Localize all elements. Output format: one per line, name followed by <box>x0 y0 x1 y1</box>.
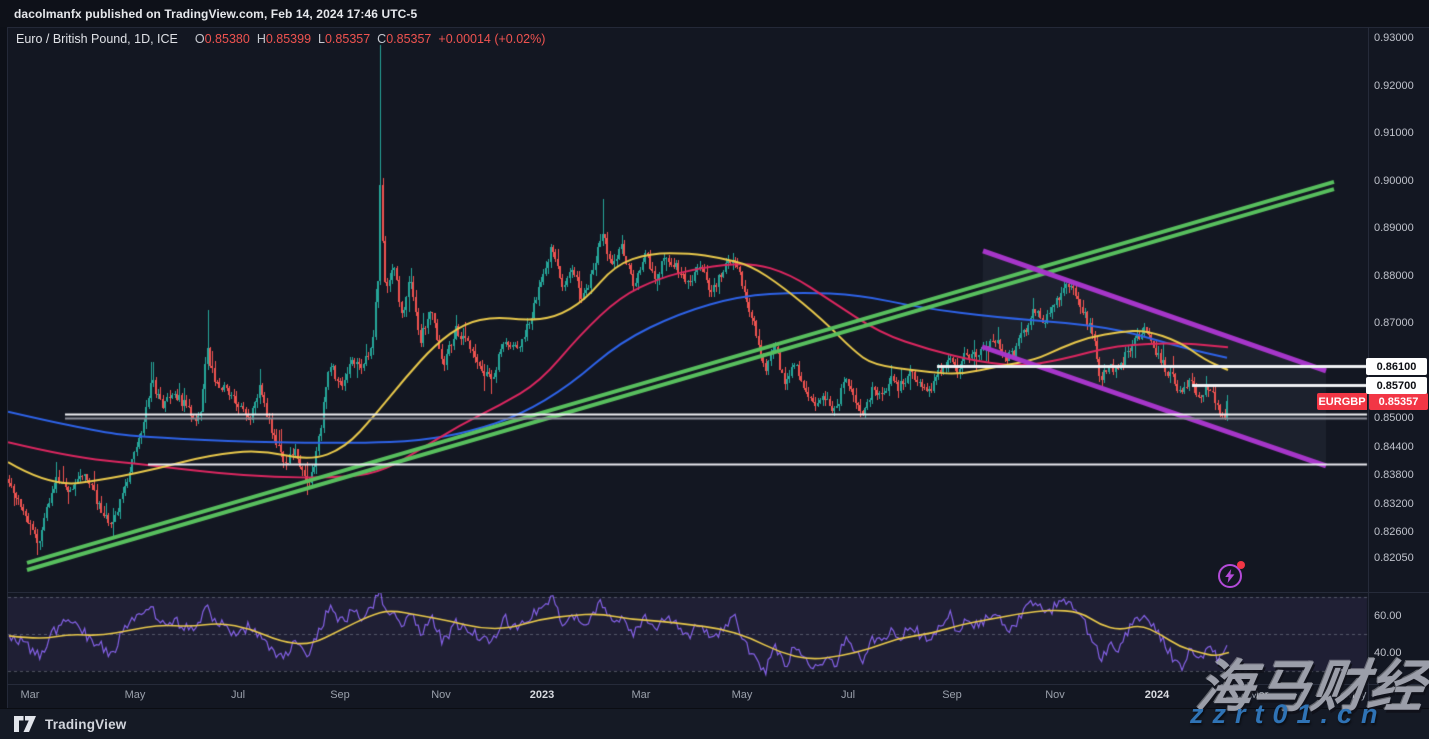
time-tick: Nov <box>1045 689 1065 701</box>
ohlc-low-key: L <box>318 32 325 46</box>
symbol-title: Euro / British Pound, 1D, ICE <box>16 32 178 46</box>
time-tick: Jul <box>840 689 856 701</box>
price-tick: 0.82050 <box>1374 552 1414 564</box>
time-tick: Sep <box>942 689 962 701</box>
time-tick: Nov <box>431 689 451 701</box>
time-tick: May <box>124 689 146 701</box>
time-tick: Jul <box>230 689 246 701</box>
ohlc-close-value: 0.85357 <box>386 32 432 46</box>
tradingview-brand-text[interactable]: TradingView <box>45 716 127 732</box>
price-line-badge: 0.85700 <box>1366 377 1427 394</box>
ohlc-low-value: 0.85357 <box>324 32 371 46</box>
rsi-tick: 40.00 <box>1374 647 1402 659</box>
ohlc-high-key: H <box>256 32 266 46</box>
watermark-url: zzrt01.cn <box>1190 699 1387 729</box>
price-tick: 0.83200 <box>1374 498 1414 510</box>
time-axis-separator <box>7 684 1429 685</box>
flash-ring-icon <box>1218 564 1242 588</box>
symbol-legend: Euro / British Pound, 1D, ICE O0.85380 H0.… <box>16 32 545 46</box>
price-tick: 0.89000 <box>1374 222 1414 234</box>
ohlc-open-key: O <box>194 32 205 46</box>
ohlc-high-value: 0.85399 <box>265 32 312 46</box>
time-tick: 2023 <box>529 689 555 701</box>
ohlc-open-value: 0.85380 <box>204 32 250 46</box>
pane-separator[interactable] <box>7 592 1429 593</box>
price-tick: 0.88000 <box>1374 270 1414 282</box>
time-tick: May <box>1345 689 1367 701</box>
price-line-badge: 0.86100 <box>1366 358 1427 375</box>
price-tick: 0.83800 <box>1374 469 1414 481</box>
price-tick: 0.84400 <box>1374 441 1414 453</box>
price-label-symbol: EURGBP <box>1317 393 1367 410</box>
tradingview-logo-icon[interactable] <box>14 716 36 732</box>
rsi-tick: 60.00 <box>1374 610 1402 622</box>
minds-flash-button[interactable] <box>1216 561 1248 593</box>
time-tick: Mar <box>1249 689 1269 701</box>
lightning-icon <box>1225 569 1235 583</box>
price-tick: 0.82600 <box>1374 526 1414 538</box>
ohlc-close-key: C <box>377 32 387 46</box>
last-price-label: EURGBP 0.85357 <box>1317 393 1428 410</box>
notification-dot <box>1237 561 1245 569</box>
time-tick: Mar <box>631 689 651 701</box>
price-tick: 0.87000 <box>1374 317 1414 329</box>
price-label-value: 0.85357 <box>1369 393 1428 410</box>
time-tick: Sep <box>330 689 350 701</box>
price-tick: 0.85000 <box>1374 412 1414 424</box>
time-tick: 2024 <box>1144 689 1170 701</box>
price-tick: 0.92000 <box>1374 80 1414 92</box>
price-tick: 0.90000 <box>1374 175 1414 187</box>
change-value: +0.00014 (+0.02%) <box>438 32 546 46</box>
footer-bar: TradingView <box>0 708 1429 739</box>
price-tick: 0.91000 <box>1374 127 1414 139</box>
time-tick: Mar <box>20 689 40 701</box>
price-tick: 0.93000 <box>1374 32 1414 44</box>
time-tick: May <box>731 689 753 701</box>
